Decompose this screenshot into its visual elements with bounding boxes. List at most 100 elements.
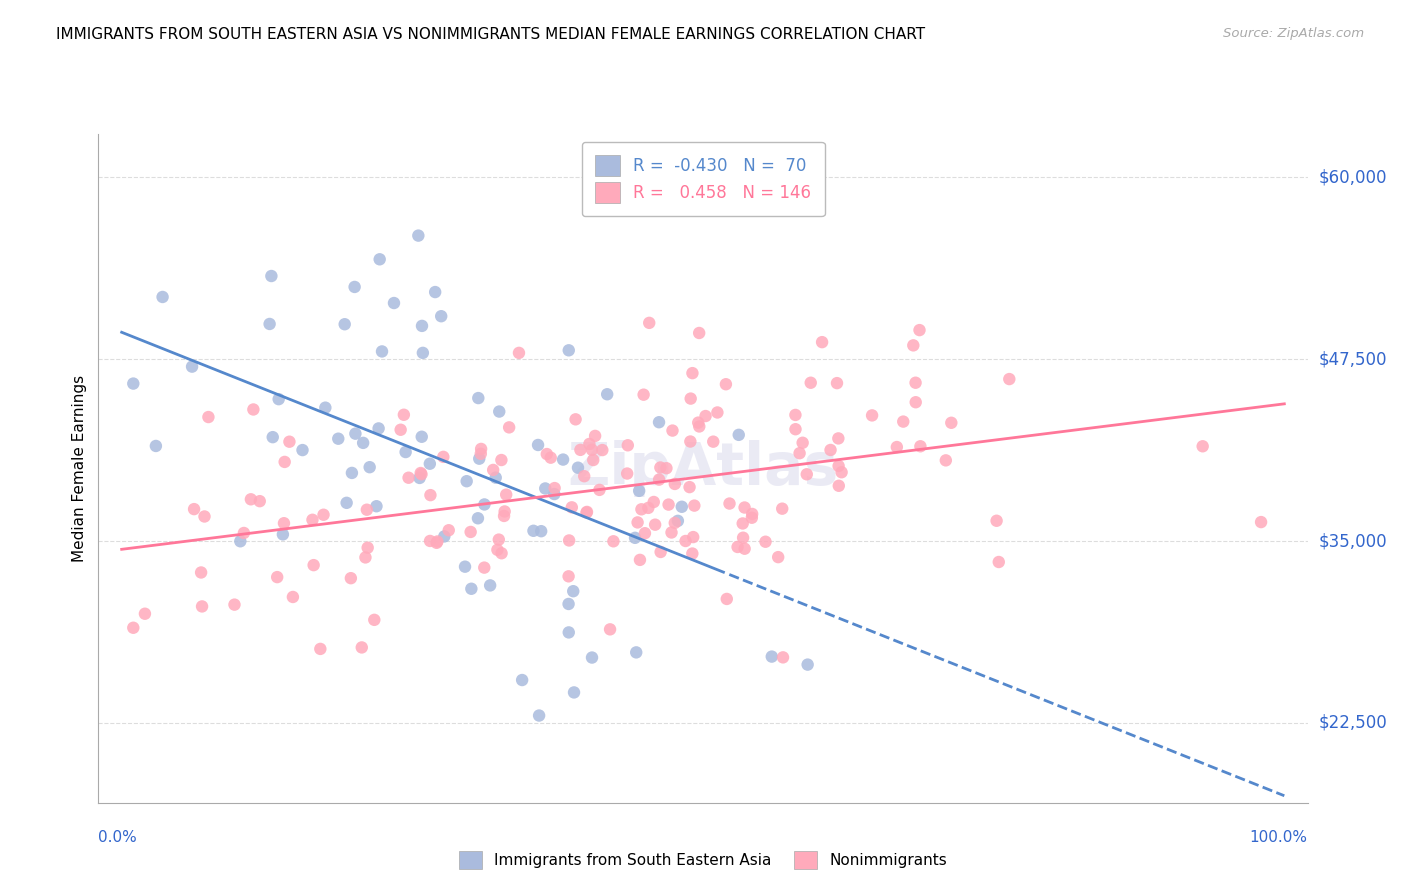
Point	[301, 513, 323, 527]
Point	[796, 657, 818, 672]
Point	[368, 252, 391, 267]
Point	[644, 517, 666, 532]
Point	[695, 409, 717, 423]
Point	[643, 495, 665, 509]
Legend: R =  -0.430   N =  70, R =   0.458   N = 146: R = -0.430 N = 70, R = 0.458 N = 146	[582, 142, 824, 216]
Point	[534, 482, 557, 496]
Point	[367, 421, 389, 435]
Point	[482, 463, 505, 477]
Point	[409, 466, 432, 480]
Point	[411, 318, 433, 333]
Point	[510, 673, 533, 687]
Point	[910, 439, 932, 453]
Point	[626, 645, 648, 659]
Point	[437, 523, 460, 537]
Point	[262, 430, 284, 444]
Point	[259, 317, 281, 331]
Point	[655, 461, 678, 475]
Point	[273, 455, 295, 469]
Point	[761, 649, 783, 664]
Point	[474, 498, 496, 512]
Point	[891, 415, 914, 429]
Point	[122, 376, 145, 391]
Text: ZipAtlas: ZipAtlas	[568, 440, 838, 497]
Point	[460, 524, 482, 539]
Point	[430, 309, 453, 323]
Point	[682, 530, 704, 544]
Point	[734, 541, 756, 556]
Point	[628, 553, 651, 567]
Point	[1250, 515, 1272, 529]
Point	[278, 434, 301, 449]
Text: IMMIGRANTS FROM SOUTH EASTERN ASIA VS NONIMMIGRANTS MEDIAN FEMALE EARNINGS CORRE: IMMIGRANTS FROM SOUTH EASTERN ASIA VS NO…	[56, 27, 925, 42]
Point	[363, 613, 385, 627]
Point	[998, 372, 1021, 386]
Point	[232, 526, 254, 541]
Point	[741, 510, 763, 524]
Point	[731, 516, 754, 531]
Point	[395, 445, 418, 459]
Point	[419, 533, 441, 548]
Point	[602, 534, 624, 549]
Point	[903, 338, 925, 352]
Point	[352, 435, 374, 450]
Point	[491, 546, 513, 560]
Point	[714, 377, 737, 392]
Point	[408, 471, 430, 485]
Point	[398, 471, 420, 485]
Point	[785, 422, 807, 436]
Point	[491, 453, 513, 467]
Point	[425, 285, 447, 299]
Point	[683, 499, 706, 513]
Point	[628, 483, 651, 498]
Point	[561, 500, 583, 515]
Point	[754, 534, 776, 549]
Point	[578, 437, 600, 451]
Point	[800, 376, 823, 390]
Point	[340, 571, 363, 585]
Point	[658, 498, 681, 512]
Point	[678, 480, 700, 494]
Point	[582, 453, 605, 467]
Point	[242, 402, 264, 417]
Point	[664, 516, 686, 530]
Point	[343, 280, 366, 294]
Point	[382, 296, 405, 310]
Point	[249, 494, 271, 508]
Point	[498, 420, 520, 434]
Point	[543, 487, 565, 501]
Point	[411, 430, 433, 444]
Point	[558, 533, 581, 548]
Point	[583, 429, 606, 443]
Point	[197, 410, 219, 425]
Point	[766, 550, 789, 565]
Point	[986, 514, 1008, 528]
Point	[557, 569, 579, 583]
Point	[273, 516, 295, 531]
Point	[688, 326, 710, 340]
Point	[827, 431, 849, 445]
Point	[770, 501, 793, 516]
Point	[574, 469, 596, 483]
Point	[357, 541, 380, 555]
Point	[551, 452, 574, 467]
Point	[558, 625, 581, 640]
Point	[706, 405, 728, 419]
Point	[419, 457, 441, 471]
Point	[472, 560, 495, 574]
Text: $47,500: $47,500	[1319, 351, 1388, 368]
Point	[825, 376, 848, 391]
Text: $60,000: $60,000	[1319, 169, 1388, 186]
Point	[860, 409, 883, 423]
Point	[356, 502, 378, 516]
Point	[494, 504, 516, 518]
Point	[271, 527, 294, 541]
Point	[309, 641, 332, 656]
Point	[333, 317, 356, 331]
Legend: Immigrants from South Eastern Asia, Nonimmigrants: Immigrants from South Eastern Asia, Noni…	[453, 845, 953, 875]
Point	[664, 477, 686, 491]
Point	[122, 621, 145, 635]
Point	[340, 466, 363, 480]
Point	[291, 443, 314, 458]
Point	[408, 228, 430, 243]
